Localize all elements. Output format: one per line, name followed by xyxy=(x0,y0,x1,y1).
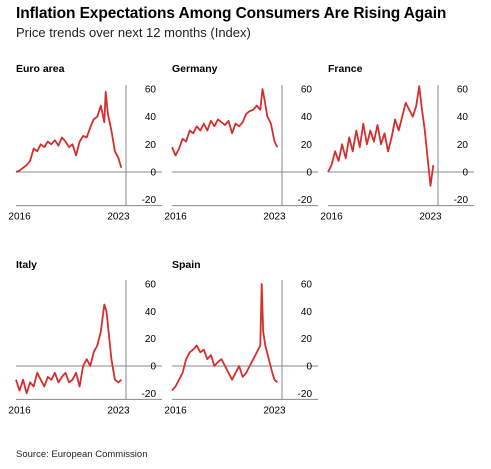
y-tick-label: -20 xyxy=(454,195,469,206)
y-tick-label: 0 xyxy=(462,168,468,179)
y-tick-label: 0 xyxy=(150,362,156,373)
y-tick-label: 20 xyxy=(301,140,313,151)
x-tick-label: 2023 xyxy=(419,212,442,223)
series-line xyxy=(15,303,122,395)
panel-title: Germany xyxy=(172,63,218,75)
panel-title: France xyxy=(328,63,363,75)
y-tick-label: -20 xyxy=(142,389,157,400)
y-tick-label: 60 xyxy=(145,85,157,96)
x-tick-label: 2023 xyxy=(263,212,286,223)
x-tick-label: 2016 xyxy=(320,212,343,223)
y-tick-label: -20 xyxy=(298,195,313,206)
y-tick-label: 40 xyxy=(145,307,157,318)
y-tick-label: 0 xyxy=(150,168,156,179)
y-tick-label: 40 xyxy=(301,307,313,318)
x-tick-label: 2023 xyxy=(107,405,130,416)
y-tick-label: 60 xyxy=(301,85,313,96)
x-tick-label: 2023 xyxy=(263,405,286,416)
y-tick-label: 20 xyxy=(457,140,469,151)
panel-title: Spain xyxy=(172,259,201,271)
y-tick-label: 20 xyxy=(145,334,157,345)
y-tick-label: 60 xyxy=(301,280,313,291)
panel-italy: Italy 60 40 20 0 -20 2016 2023 xyxy=(8,259,162,416)
series-line xyxy=(171,88,279,157)
chart-title: Inflation Expectations Among Consumers A… xyxy=(16,5,447,22)
panel-title: Italy xyxy=(16,259,37,271)
series-line xyxy=(171,283,278,392)
x-tick-label: 2016 xyxy=(164,405,187,416)
y-tick-label: 40 xyxy=(301,112,313,123)
chart-subtitle: Price trends over next 12 months (Index) xyxy=(16,25,251,40)
panel-euro-area: Euro area 60 40 20 0 -20 2016 2023 xyxy=(8,63,162,223)
y-tick-label: 40 xyxy=(457,112,469,123)
panel-germany: Germany 60 40 20 0 -20 2016 2023 xyxy=(164,63,318,223)
series-line xyxy=(15,90,123,173)
series-line xyxy=(327,85,435,187)
y-tick-label: 20 xyxy=(145,140,157,151)
x-tick-label: 2016 xyxy=(8,405,31,416)
x-tick-label: 2016 xyxy=(164,212,187,223)
y-tick-label: 20 xyxy=(301,334,313,345)
y-tick-label: 60 xyxy=(145,280,157,291)
y-tick-label: -20 xyxy=(298,389,313,400)
panel-spain: Spain 60 40 20 0 -20 2016 2023 xyxy=(164,259,318,416)
y-tick-label: -20 xyxy=(142,195,157,206)
source-note: Source: European Commission xyxy=(16,449,148,460)
panel-france: France 60 40 20 0 -20 2016 2023 xyxy=(320,63,474,223)
y-tick-label: 60 xyxy=(457,85,469,96)
x-tick-label: 2023 xyxy=(107,212,130,223)
panel-title: Euro area xyxy=(16,63,65,75)
y-tick-label: 0 xyxy=(306,168,312,179)
y-tick-label: 40 xyxy=(145,112,157,123)
y-tick-label: 0 xyxy=(306,362,312,373)
x-tick-label: 2016 xyxy=(8,212,31,223)
